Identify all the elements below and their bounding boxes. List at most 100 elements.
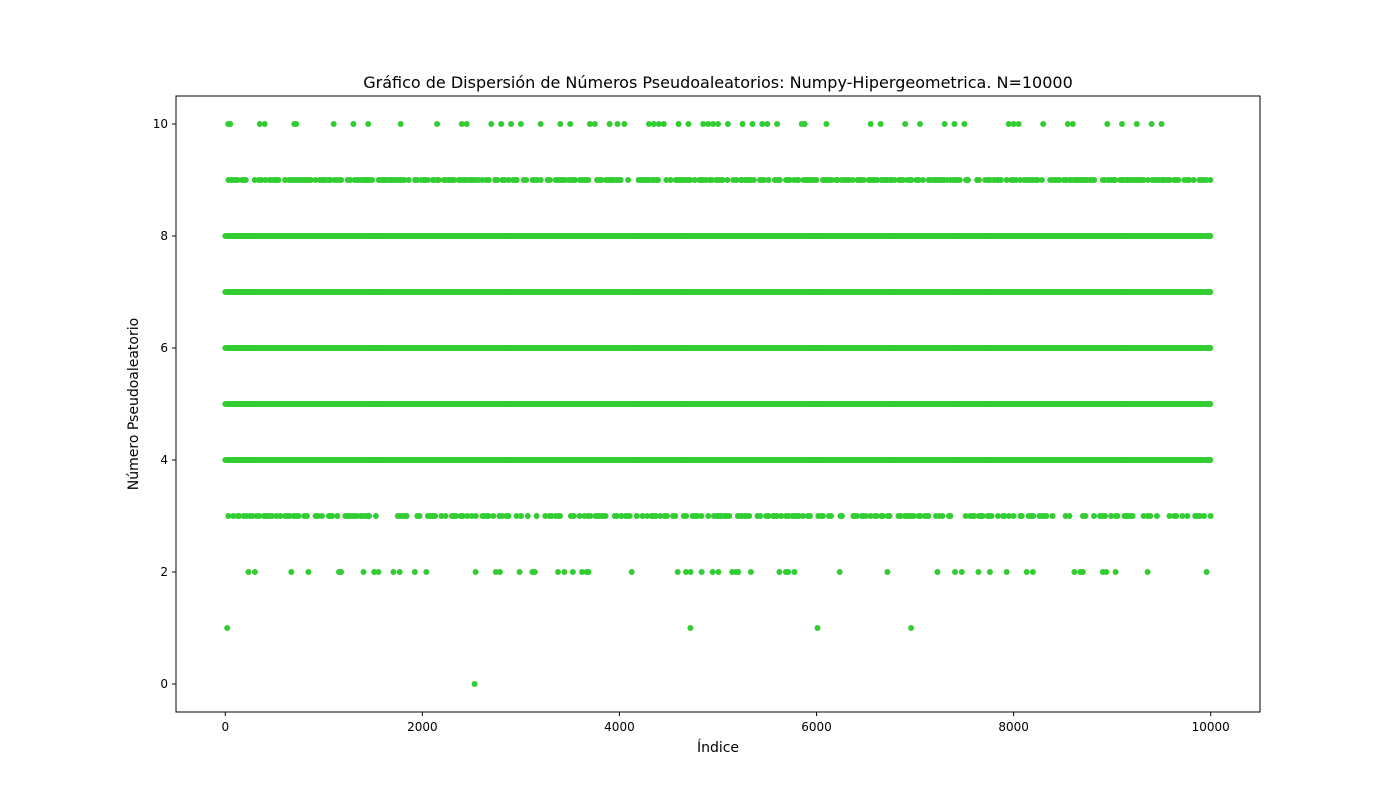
data-point (761, 177, 768, 183)
data-point (498, 121, 505, 127)
data-point (839, 513, 845, 519)
data-point (586, 121, 593, 127)
data-point (1179, 513, 1186, 519)
data-point (464, 513, 471, 519)
data-point (908, 177, 915, 183)
data-point (293, 121, 300, 127)
data-point (915, 177, 922, 183)
data-point (625, 177, 632, 183)
data-point (988, 513, 995, 519)
data-point (585, 177, 592, 183)
data-point (617, 177, 624, 183)
data-point (891, 177, 898, 183)
data-point (1140, 513, 1147, 519)
data-point (1015, 121, 1022, 127)
data-point (1145, 177, 1152, 183)
data-point (598, 177, 605, 183)
data-point (275, 177, 282, 183)
data-point (1091, 513, 1097, 519)
data-point (329, 513, 336, 519)
data-point (628, 569, 635, 575)
data-point (1207, 345, 1214, 351)
data-point (360, 569, 367, 575)
data-point (956, 177, 963, 183)
data-point (650, 121, 657, 127)
data-point (390, 569, 397, 575)
data-point (765, 513, 772, 519)
data-point (1140, 177, 1147, 183)
data-point (542, 513, 549, 519)
data-point (1203, 569, 1210, 575)
data-point (764, 121, 771, 127)
data-point (710, 121, 717, 127)
data-point (256, 513, 263, 519)
data-point (314, 513, 321, 519)
data-point (524, 513, 531, 519)
data-point (1079, 569, 1086, 575)
data-point (776, 177, 783, 183)
data-point (836, 569, 843, 575)
data-point (739, 121, 746, 127)
data-point (1129, 513, 1136, 519)
data-point (472, 569, 479, 575)
data-point (774, 121, 781, 127)
data-point (579, 569, 585, 575)
data-point (1029, 569, 1036, 575)
data-point (997, 177, 1004, 183)
data-point (570, 513, 577, 519)
data-point (513, 177, 520, 183)
data-point (451, 177, 458, 183)
data-point (1023, 569, 1030, 575)
data-point (791, 569, 798, 575)
data-point (971, 513, 978, 519)
data-point (576, 513, 583, 519)
data-point (1010, 513, 1017, 519)
data-point (724, 121, 731, 127)
data-point (934, 569, 941, 575)
data-point (1091, 177, 1098, 183)
data-point (644, 513, 651, 519)
data-point (1190, 177, 1197, 183)
data-point (687, 569, 694, 575)
data-point (735, 569, 742, 575)
data-point (655, 121, 662, 127)
data-point (820, 513, 826, 519)
data-point (494, 177, 501, 183)
data-point (1030, 513, 1037, 519)
data-point (1207, 401, 1214, 407)
data-point (687, 625, 694, 631)
data-point (1166, 177, 1173, 183)
data-point (698, 569, 705, 575)
data-point (230, 513, 237, 519)
data-point (249, 513, 256, 519)
data-point (952, 569, 958, 575)
data-point (652, 513, 659, 519)
data-point (438, 513, 445, 519)
data-point (917, 513, 924, 519)
x-axis-label: Índice (697, 739, 739, 756)
data-point (1102, 513, 1109, 519)
data-point (1003, 177, 1010, 183)
data-point (874, 177, 881, 183)
y-tick-label: 2 (160, 565, 168, 579)
data-point (854, 513, 860, 519)
data-point (834, 177, 841, 183)
data-point (307, 177, 314, 183)
data-point (660, 121, 667, 127)
data-point (715, 569, 722, 575)
data-point (312, 177, 319, 183)
data-point (1147, 513, 1154, 519)
data-point (663, 177, 670, 183)
data-point (523, 177, 530, 183)
data-point (396, 569, 403, 575)
data-point (986, 569, 993, 575)
data-point (828, 513, 834, 519)
data-point (807, 513, 813, 519)
data-point (1207, 233, 1214, 239)
chart-title: Gráfico de Dispersión de Números Pseudoa… (363, 73, 1073, 92)
data-point (1034, 177, 1041, 183)
data-point (674, 569, 681, 575)
data-point (800, 513, 807, 519)
data-point (655, 177, 662, 183)
data-point (785, 569, 792, 575)
